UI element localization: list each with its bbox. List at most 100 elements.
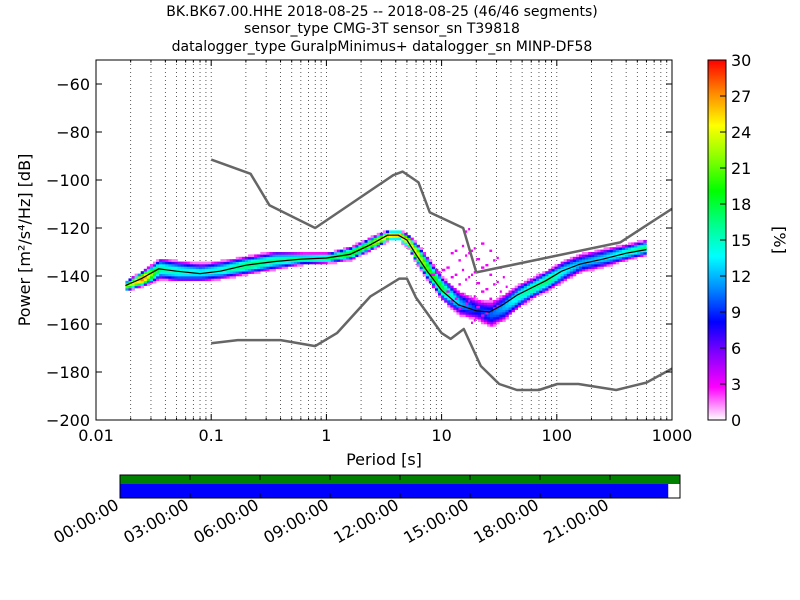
outlier-cell bbox=[502, 276, 505, 279]
psd-cell bbox=[563, 273, 568, 277]
psd-cell bbox=[321, 261, 325, 265]
psd-cell bbox=[257, 256, 261, 260]
outlier-cell bbox=[461, 244, 465, 248]
psd-cell bbox=[324, 252, 328, 255]
psd-cell bbox=[248, 256, 252, 260]
psd-cell bbox=[545, 271, 549, 274]
psd-cell bbox=[523, 302, 528, 306]
psd-cell bbox=[438, 292, 442, 296]
psd-cell bbox=[263, 266, 267, 270]
psd-cell bbox=[539, 278, 543, 282]
psd-cell bbox=[422, 264, 427, 267]
psd-cell bbox=[594, 256, 598, 260]
psd-cell bbox=[579, 264, 583, 267]
psd-cell bbox=[493, 324, 497, 327]
psd-cell bbox=[140, 280, 145, 284]
outlier-cell bbox=[471, 321, 474, 324]
psd-cell bbox=[459, 297, 463, 301]
psd-cell bbox=[180, 273, 184, 277]
psd-cell bbox=[480, 302, 485, 306]
psd-cell bbox=[557, 273, 561, 277]
data-coverage-timeline: 00:00:0003:00:0006:00:0009:00:0012:00:00… bbox=[50, 474, 681, 547]
outlier-cell bbox=[476, 258, 481, 261]
psd-cell bbox=[349, 249, 353, 253]
psd-cell bbox=[514, 285, 519, 289]
psd-cell bbox=[244, 261, 249, 265]
psd-cell bbox=[434, 288, 439, 291]
psd-cell bbox=[195, 278, 200, 282]
psd-cell bbox=[529, 297, 534, 301]
psd-cell bbox=[582, 256, 586, 260]
psd-cell bbox=[208, 278, 212, 282]
psd-cell bbox=[272, 259, 276, 262]
psd-cell bbox=[588, 252, 592, 255]
psd-cell bbox=[542, 271, 546, 274]
psd-cell bbox=[152, 264, 157, 267]
colorbar-tick-label: 24 bbox=[731, 123, 751, 142]
psd-cell bbox=[306, 259, 310, 262]
psd-cell bbox=[474, 312, 479, 315]
psd-cell bbox=[306, 261, 310, 265]
outlier-cell bbox=[461, 292, 465, 296]
psd-cell bbox=[235, 268, 240, 272]
psd-cell bbox=[459, 312, 463, 315]
psd-cell bbox=[195, 264, 200, 267]
psd-cell bbox=[514, 292, 519, 296]
psd-cell bbox=[631, 247, 635, 250]
psd-cell bbox=[462, 312, 466, 315]
psd-cell bbox=[434, 285, 439, 289]
psd-cell bbox=[149, 268, 154, 272]
psd-cell bbox=[358, 242, 362, 246]
psd-cell bbox=[263, 259, 267, 262]
psd-cell bbox=[281, 254, 286, 258]
psd-cell bbox=[508, 290, 512, 294]
psd-cell bbox=[637, 247, 641, 250]
psd-cell bbox=[428, 264, 433, 267]
psd-cell bbox=[407, 235, 411, 238]
psd-cell bbox=[536, 292, 540, 296]
psd-cell bbox=[223, 261, 227, 265]
psd-cell bbox=[493, 300, 497, 303]
psd-cell bbox=[367, 244, 371, 248]
psd-cell bbox=[284, 254, 289, 258]
outlier-cell bbox=[485, 264, 489, 267]
psd-cell bbox=[272, 256, 276, 260]
psd-cell bbox=[496, 319, 500, 322]
psd-cell bbox=[468, 302, 473, 306]
psd-cell bbox=[615, 252, 620, 255]
psd-cell bbox=[505, 302, 509, 306]
psd-cell bbox=[588, 259, 592, 262]
psd-cell bbox=[315, 259, 319, 262]
psd-cell bbox=[508, 292, 512, 296]
psd-cell bbox=[441, 276, 445, 279]
psd-cell bbox=[643, 244, 647, 248]
psd-cell bbox=[171, 266, 175, 270]
psd-cell bbox=[300, 256, 304, 260]
psd-cell bbox=[569, 276, 574, 279]
psd-cell bbox=[284, 266, 289, 270]
psd-cell bbox=[425, 276, 430, 279]
psd-cell bbox=[579, 256, 583, 260]
high-noise-model-line bbox=[210, 158, 672, 274]
psd-cell bbox=[493, 309, 497, 313]
psd-cell bbox=[545, 283, 549, 286]
psd-cell bbox=[162, 278, 166, 282]
psd-cell bbox=[526, 295, 531, 298]
psd-cell bbox=[202, 278, 206, 282]
psd-cell bbox=[582, 252, 586, 255]
psd-cell bbox=[628, 249, 632, 253]
low-noise-model-line bbox=[211, 277, 672, 392]
psd-cell bbox=[349, 259, 353, 262]
psd-cell bbox=[162, 268, 166, 272]
psd-cell bbox=[621, 254, 626, 258]
psd-cell bbox=[533, 283, 537, 286]
psd-cell bbox=[502, 314, 506, 318]
psd-cell bbox=[493, 304, 497, 308]
psd-cell bbox=[594, 254, 598, 258]
psd-cell bbox=[529, 295, 534, 298]
psd-cell bbox=[502, 307, 506, 310]
psd-cell bbox=[612, 261, 617, 265]
psd-cell bbox=[465, 300, 469, 303]
psd-cell bbox=[640, 240, 644, 243]
